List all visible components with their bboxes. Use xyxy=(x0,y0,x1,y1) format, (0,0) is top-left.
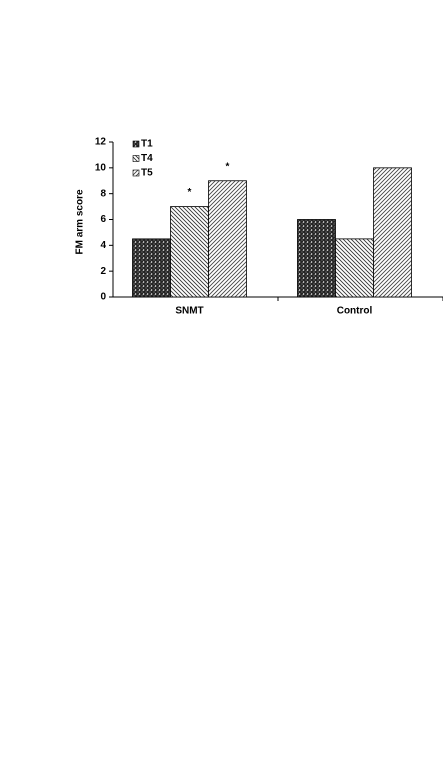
y-tick-label: 4 xyxy=(100,240,106,251)
y-tick-label: 2 xyxy=(100,266,106,277)
annotation: * xyxy=(226,161,230,172)
bar xyxy=(297,219,336,298)
x-tick-label: SNMT xyxy=(175,306,203,317)
bar xyxy=(132,238,171,298)
y-tick-label: 6 xyxy=(100,214,106,225)
legend-label: T5 xyxy=(141,168,153,179)
bar xyxy=(208,180,247,298)
y-tick-label: 10 xyxy=(95,162,107,173)
x-tick-label: Control xyxy=(337,306,373,317)
legend-label: T4 xyxy=(141,153,153,164)
annotation: * xyxy=(188,187,192,198)
y-tick-label: 0 xyxy=(100,292,106,303)
y-tick-label: 8 xyxy=(100,188,106,199)
y-tick-label: 12 xyxy=(95,137,107,148)
bar xyxy=(170,206,209,298)
legend-swatch xyxy=(132,169,140,177)
y-axis-label: FM arm score xyxy=(75,189,86,254)
legend-swatch xyxy=(132,155,140,162)
legend-swatch xyxy=(132,140,140,148)
legend-label: T1 xyxy=(141,139,153,150)
bar xyxy=(373,167,412,298)
bar xyxy=(335,238,374,298)
